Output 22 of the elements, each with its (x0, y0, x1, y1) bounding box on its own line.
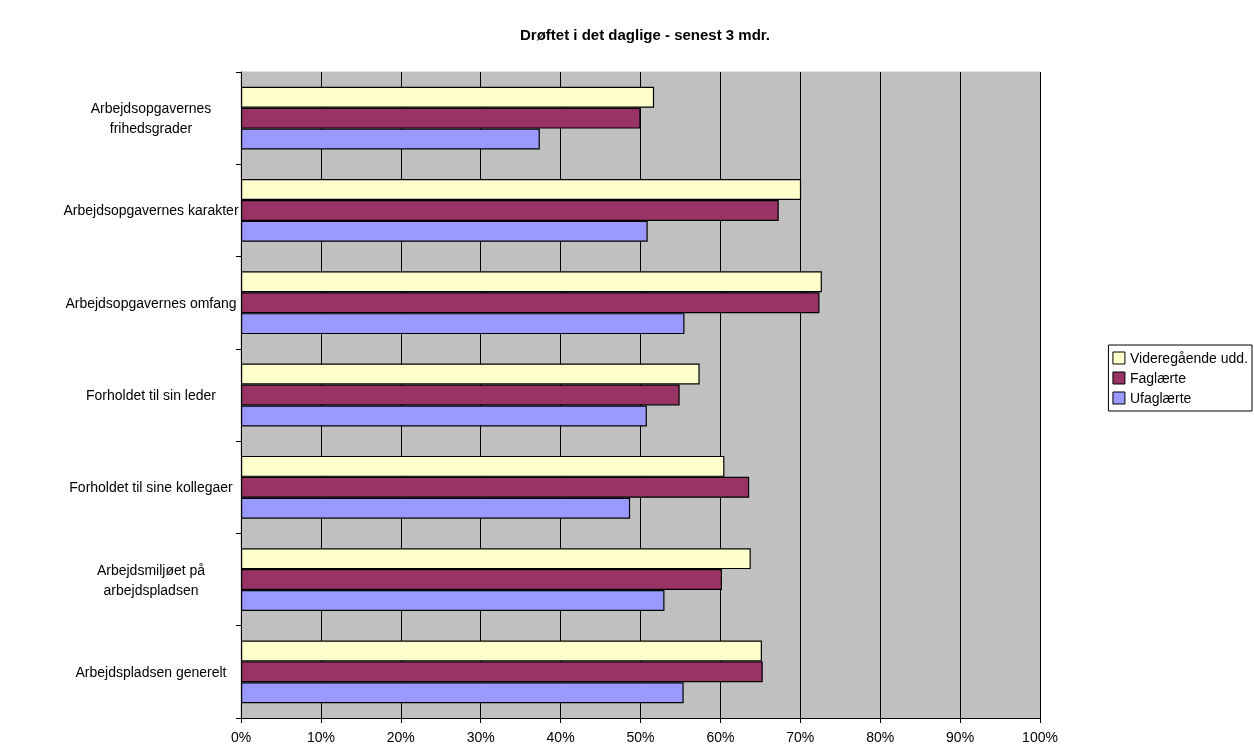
chart-title: Drøftet i det daglige - senest 3 mdr. (519, 26, 771, 43)
x-tick-label: 80% (866, 729, 895, 745)
legend-label: Faglærte (1129, 370, 1187, 386)
x-tick-label: 100% (1022, 729, 1058, 745)
x-tick-label: 90% (946, 729, 975, 745)
x-tick-label: 30% (466, 729, 495, 745)
y-tick-label: Arbejdsopgavernes frihedsgrader (90, 100, 212, 137)
y-tick-label: Forholdet til sin leder (86, 387, 217, 403)
y-tick-label: Arbejdsopgavernes karakter (63, 202, 239, 219)
y-tick-label: Arbejdspladsen generelt (75, 663, 227, 680)
x-tick-label: 60% (706, 729, 735, 745)
x-tick-label: 10% (306, 729, 335, 745)
y-tick-label: Arbejdsmiljøet på arbejdspladsen (96, 561, 206, 598)
legend-label: Ufaglærte (1129, 390, 1192, 406)
x-tick-label: 40% (546, 729, 575, 745)
x-tick-label: 50% (626, 729, 655, 745)
x-tick-label: 20% (386, 729, 415, 745)
y-tick-label: Arbejdsopgavernes omfang (65, 294, 237, 311)
y-tick-label: Forholdet til sine kollegaer (69, 479, 234, 496)
x-tick-label: 0% (230, 729, 252, 745)
legend-label: Videregående udd. (1129, 350, 1249, 366)
x-tick-label: 70% (786, 729, 815, 745)
